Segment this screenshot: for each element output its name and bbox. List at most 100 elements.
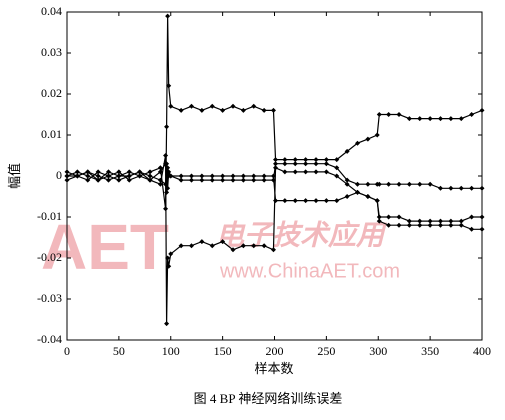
data-point xyxy=(323,198,329,204)
data-point xyxy=(220,173,226,179)
data-point xyxy=(240,243,246,249)
x-tick-label: 150 xyxy=(214,344,232,358)
data-point xyxy=(178,177,184,183)
data-point xyxy=(270,173,276,179)
data-point xyxy=(427,222,433,228)
data-point xyxy=(116,177,122,183)
data-point xyxy=(165,185,171,191)
data-point xyxy=(479,226,485,232)
data-point xyxy=(448,116,454,122)
data-point xyxy=(438,222,443,228)
data-point xyxy=(313,161,319,167)
data-point xyxy=(168,103,174,109)
y-tick-label: -0.01 xyxy=(37,209,62,223)
data-point xyxy=(355,181,360,187)
data-point xyxy=(137,173,143,179)
data-point xyxy=(334,173,340,179)
data-point xyxy=(479,214,485,220)
data-point xyxy=(292,198,298,204)
data-point xyxy=(344,181,350,187)
y-tick-label: -0.04 xyxy=(37,332,62,346)
data-point xyxy=(458,185,464,191)
data-point xyxy=(164,124,170,130)
watermark-url: www.ChinaAET.com xyxy=(219,260,400,282)
data-point xyxy=(458,222,464,228)
data-point xyxy=(334,198,340,204)
data-point xyxy=(168,173,174,179)
data-point xyxy=(438,185,443,191)
data-point xyxy=(251,243,257,249)
data-point xyxy=(323,157,329,163)
data-point xyxy=(355,189,360,195)
data-point xyxy=(240,107,246,113)
data-point xyxy=(199,177,205,183)
data-point xyxy=(163,153,169,158)
data-point xyxy=(273,161,279,167)
data-point xyxy=(251,103,257,109)
data-point xyxy=(303,198,309,204)
data-point xyxy=(406,181,412,187)
data-point xyxy=(147,169,153,175)
data-point xyxy=(165,13,171,19)
watermark-logo: AET xyxy=(41,211,169,283)
data-point xyxy=(417,181,423,187)
data-point xyxy=(303,169,309,175)
data-point xyxy=(282,198,288,204)
data-point xyxy=(469,226,475,232)
data-point xyxy=(448,222,454,228)
data-point xyxy=(230,247,236,253)
y-tick-label: 0 xyxy=(56,168,62,182)
data-point xyxy=(303,161,309,167)
data-point xyxy=(126,169,132,175)
data-point xyxy=(164,161,170,167)
data-point xyxy=(85,177,91,183)
data-point xyxy=(344,148,350,154)
x-tick-label: 0 xyxy=(64,344,70,358)
data-point xyxy=(240,177,246,183)
data-point xyxy=(199,107,205,113)
data-point xyxy=(365,181,371,187)
data-point xyxy=(438,218,443,224)
data-point xyxy=(323,169,329,175)
data-point xyxy=(126,177,132,183)
x-tick-label: 350 xyxy=(421,344,439,358)
data-point xyxy=(74,169,80,175)
data-point xyxy=(386,181,392,187)
data-point xyxy=(427,116,433,122)
data-point xyxy=(209,177,215,183)
data-point xyxy=(469,214,475,220)
data-point xyxy=(230,173,236,179)
data-point xyxy=(376,181,382,187)
data-point xyxy=(334,165,340,171)
data-point xyxy=(417,222,423,228)
data-point xyxy=(220,239,226,245)
x-tick-label: 100 xyxy=(162,344,180,358)
data-point xyxy=(126,173,132,179)
data-point xyxy=(166,263,172,269)
data-point xyxy=(396,214,402,220)
data-point xyxy=(220,107,226,113)
data-point xyxy=(292,157,298,163)
data-point xyxy=(323,161,329,167)
data-point xyxy=(209,103,215,109)
data-point xyxy=(199,239,205,245)
data-point xyxy=(251,177,257,183)
data-point xyxy=(106,173,111,179)
data-point xyxy=(313,157,319,163)
data-point xyxy=(396,222,402,228)
data-point xyxy=(189,173,194,179)
data-point xyxy=(448,218,454,224)
data-point xyxy=(386,214,392,220)
y-tick-label: 0.04 xyxy=(41,4,62,18)
data-point xyxy=(240,173,246,179)
data-point xyxy=(427,218,433,224)
data-point xyxy=(116,173,122,179)
data-point xyxy=(376,218,382,224)
data-point xyxy=(374,132,380,138)
data-point xyxy=(230,103,236,109)
data-point xyxy=(376,112,382,117)
data-point xyxy=(166,83,172,89)
data-point xyxy=(282,169,288,175)
data-point xyxy=(85,169,91,175)
